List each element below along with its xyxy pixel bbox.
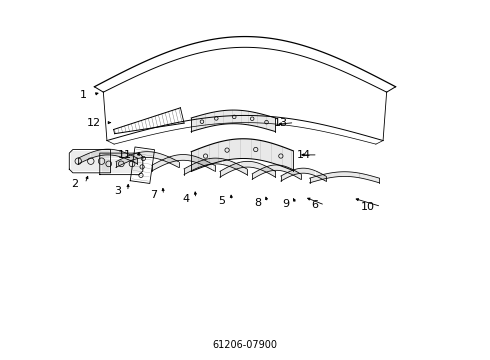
Text: 3: 3	[114, 186, 122, 197]
Text: 12: 12	[87, 118, 101, 128]
Text: 6: 6	[312, 200, 318, 210]
Text: 14: 14	[297, 150, 311, 160]
Text: 9: 9	[283, 199, 290, 209]
Text: 5: 5	[218, 196, 225, 206]
Text: 1: 1	[79, 90, 87, 100]
Text: 10: 10	[361, 202, 375, 212]
Text: 2: 2	[72, 179, 78, 189]
Text: 11: 11	[118, 150, 132, 160]
Text: 4: 4	[182, 194, 190, 204]
Text: 8: 8	[254, 198, 261, 208]
Text: 61206-07900: 61206-07900	[213, 340, 277, 350]
Text: 13: 13	[274, 118, 288, 128]
Text: 7: 7	[150, 190, 157, 200]
